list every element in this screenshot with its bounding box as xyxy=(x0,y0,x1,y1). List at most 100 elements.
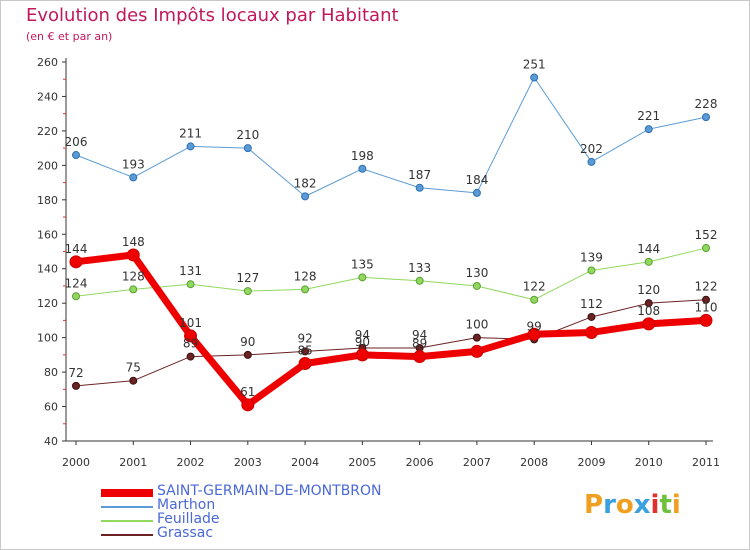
legend-label: Marthon xyxy=(157,497,216,513)
data-label: 128 xyxy=(294,269,317,283)
legend-label: Grassac xyxy=(157,525,214,541)
y-tick-label: 180 xyxy=(37,194,58,207)
data-label: 124 xyxy=(65,276,88,290)
data-point xyxy=(301,285,310,294)
data-label: 251 xyxy=(523,58,546,72)
data-point xyxy=(298,356,312,370)
data-point xyxy=(472,281,481,290)
data-point xyxy=(184,329,198,343)
data-label: 187 xyxy=(408,168,431,182)
data-label: 61 xyxy=(240,385,255,399)
data-label: 72 xyxy=(68,366,83,380)
data-point xyxy=(126,248,140,262)
logo-letter: x xyxy=(633,490,651,520)
chart-title: Evolution des Impôts locaux par Habitant xyxy=(26,5,399,26)
x-tick-label: 2011 xyxy=(692,456,720,469)
logo-letter: o xyxy=(615,490,634,520)
data-label: 122 xyxy=(695,280,718,294)
logo-letter: r xyxy=(603,490,616,520)
data-label: 139 xyxy=(580,250,603,264)
x-tick-label: 2005 xyxy=(348,456,376,469)
data-point xyxy=(358,164,367,173)
data-label: 110 xyxy=(695,300,718,314)
legend-swatch xyxy=(101,534,153,536)
data-point xyxy=(587,157,596,166)
data-point xyxy=(702,244,710,253)
data-point xyxy=(472,188,481,197)
data-point xyxy=(699,313,713,327)
y-tick-label: 80 xyxy=(44,366,58,379)
data-label: 99 xyxy=(527,319,542,333)
data-label: 131 xyxy=(179,264,202,278)
x-tick-label: 2007 xyxy=(463,456,491,469)
y-tick-label: 60 xyxy=(44,401,58,414)
data-point xyxy=(243,287,252,296)
y-tick-label: 240 xyxy=(37,90,58,103)
y-tick-label: 120 xyxy=(37,297,58,310)
data-point xyxy=(644,257,653,266)
x-tick-label: 2010 xyxy=(635,456,663,469)
data-point xyxy=(186,142,195,151)
data-label: 198 xyxy=(351,149,374,163)
data-point xyxy=(415,276,424,285)
data-point xyxy=(584,325,598,339)
y-tick-label: 40 xyxy=(44,435,58,448)
x-tick-label: 2002 xyxy=(177,456,205,469)
data-label: 152 xyxy=(695,228,718,242)
legend-swatch xyxy=(101,506,153,508)
x-tick-label: 2009 xyxy=(577,456,605,469)
legend-label: Feuillade xyxy=(157,511,220,527)
data-point xyxy=(69,255,83,269)
series-line xyxy=(75,247,707,301)
data-label: 89 xyxy=(412,337,427,351)
data-point xyxy=(702,295,710,304)
data-point xyxy=(644,299,653,308)
data-point xyxy=(301,347,310,356)
data-label: 144 xyxy=(637,242,660,256)
data-label: 90 xyxy=(240,335,255,349)
data-point xyxy=(355,348,369,362)
data-point xyxy=(243,350,252,359)
data-point xyxy=(587,266,596,275)
data-point xyxy=(644,125,653,134)
data-point xyxy=(415,183,424,192)
x-tick-label: 2003 xyxy=(234,456,262,469)
data-label: 133 xyxy=(408,261,431,275)
logo-letter: t xyxy=(659,490,672,520)
data-label: 85 xyxy=(297,343,312,357)
y-tick-label: 140 xyxy=(37,263,58,276)
logo-letter: P xyxy=(584,490,604,520)
data-point xyxy=(129,173,138,182)
data-point xyxy=(186,352,195,361)
data-label: 101 xyxy=(179,316,202,330)
x-tick-label: 2000 xyxy=(62,456,90,469)
data-label: 206 xyxy=(65,135,88,149)
series-line xyxy=(75,77,707,197)
data-point xyxy=(129,285,138,294)
series-line xyxy=(75,299,707,387)
data-label: 127 xyxy=(236,271,259,285)
data-label: 94 xyxy=(412,328,427,342)
data-point xyxy=(472,333,481,342)
x-tick-label: 2006 xyxy=(406,456,434,469)
data-point xyxy=(129,376,138,385)
data-point xyxy=(72,381,80,390)
data-label: 120 xyxy=(637,283,660,297)
data-label: 221 xyxy=(637,109,660,123)
data-point xyxy=(587,312,596,321)
x-tick-label: 2004 xyxy=(291,456,319,469)
data-point xyxy=(241,398,255,412)
data-point xyxy=(186,280,195,289)
data-point xyxy=(301,192,310,201)
y-tick-label: 100 xyxy=(37,332,58,345)
y-tick-label: 160 xyxy=(37,228,58,241)
data-point xyxy=(530,295,539,304)
logo-letter: i xyxy=(671,490,681,520)
y-tick-label: 220 xyxy=(37,125,58,138)
data-label: 108 xyxy=(637,304,660,318)
data-label: 135 xyxy=(351,257,374,271)
data-point xyxy=(530,73,539,82)
data-label: 210 xyxy=(236,128,259,142)
